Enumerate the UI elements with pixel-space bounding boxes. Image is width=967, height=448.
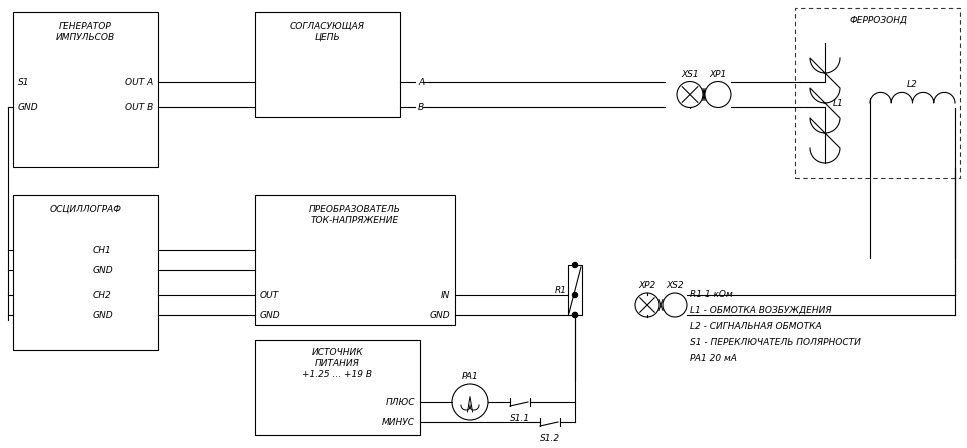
Text: R1: R1 [555, 285, 567, 294]
Bar [255, 195, 455, 325]
Text: ГЕНЕРАТОР
ИМПУЛЬСОВ: ГЕНЕРАТОР ИМПУЛЬСОВ [56, 22, 115, 42]
Text: GND: GND [429, 310, 450, 319]
Circle shape [572, 313, 577, 318]
Text: CH2: CH2 [93, 290, 111, 300]
Text: L1: L1 [833, 99, 844, 108]
Text: ОСЦИЛЛОГРАФ: ОСЦИЛЛОГРАФ [49, 205, 122, 214]
Text: L2: L2 [907, 80, 918, 89]
Bar [13, 12, 158, 167]
Text: GND: GND [260, 310, 280, 319]
Text: XS1: XS1 [681, 69, 699, 78]
Text: S1: S1 [18, 78, 30, 86]
Circle shape [572, 293, 577, 297]
Text: S1.1: S1.1 [510, 414, 530, 423]
Text: A: A [418, 78, 425, 86]
Text: L2 - СИГНАЛЬНАЯ ОБМОТКА: L2 - СИГНАЛЬНАЯ ОБМОТКА [690, 322, 822, 331]
Bar [568, 265, 582, 315]
Text: XP2: XP2 [638, 281, 656, 290]
Bar [255, 12, 400, 117]
Text: ИСТОЧНИК
ПИТАНИЯ
+1.25 ... +19 В: ИСТОЧНИК ПИТАНИЯ +1.25 ... +19 В [303, 348, 372, 379]
Text: CH1: CH1 [93, 246, 111, 254]
Text: R1 1 кОм: R1 1 кОм [690, 290, 733, 299]
Text: ПРЕОБРАЗОВАТЕЛЬ
ТОК-НАПРЯЖЕНИЕ: ПРЕОБРАЗОВАТЕЛЬ ТОК-НАПРЯЖЕНИЕ [309, 205, 401, 225]
Text: S1.2: S1.2 [540, 434, 560, 443]
Text: GND: GND [93, 266, 113, 275]
Text: OUT: OUT [260, 290, 279, 300]
Text: S1 - ПЕРЕКЛЮЧАТЕЛЬ ПОЛЯРНОСТИ: S1 - ПЕРЕКЛЮЧАТЕЛЬ ПОЛЯРНОСТИ [690, 338, 861, 347]
Bar [255, 340, 420, 435]
Text: GND: GND [93, 310, 113, 319]
Text: L1 - ОБМОТКА ВОЗБУЖДЕНИЯ: L1 - ОБМОТКА ВОЗБУЖДЕНИЯ [690, 306, 832, 315]
Text: GND: GND [18, 103, 39, 112]
Text: ФЕРРОЗОНД: ФЕРРОЗОНД [850, 16, 908, 25]
Bar [13, 195, 158, 350]
Text: XS2: XS2 [666, 281, 684, 290]
Circle shape [572, 313, 577, 318]
Text: PA1 20 мА: PA1 20 мА [690, 354, 737, 363]
Text: МИНУС: МИНУС [382, 418, 415, 426]
Text: PA1: PA1 [461, 372, 479, 381]
Text: ПЛЮС: ПЛЮС [386, 397, 415, 406]
Bar [795, 8, 960, 178]
Text: IN: IN [441, 290, 450, 300]
Text: OUT B: OUT B [125, 103, 153, 112]
Text: OUT A: OUT A [125, 78, 153, 86]
Circle shape [572, 263, 577, 267]
Text: СОГЛАСУЮЩАЯ
ЦЕПЬ: СОГЛАСУЮЩАЯ ЦЕПЬ [290, 22, 365, 42]
Text: B: B [418, 103, 425, 112]
Text: XP1: XP1 [710, 69, 726, 78]
